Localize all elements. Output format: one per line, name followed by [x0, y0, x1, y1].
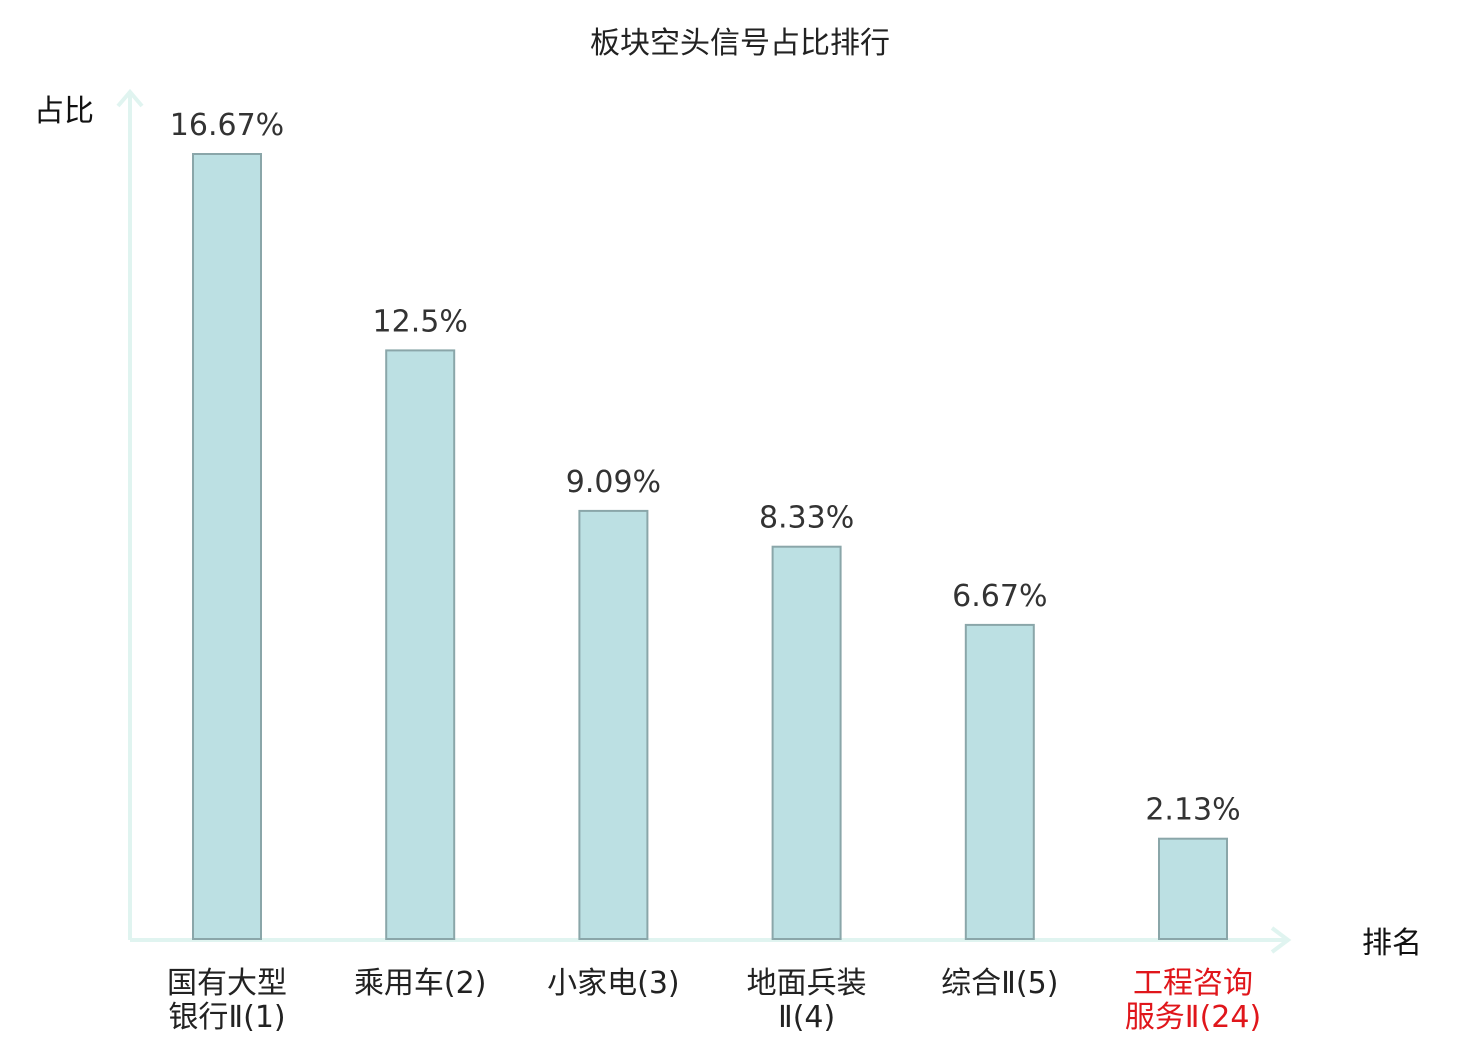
value-label-1: 16.67%	[170, 108, 284, 143]
chart-title: 板块空头信号占比排行	[590, 26, 890, 61]
bar-3	[578, 509, 649, 940]
category-label-1-line-2: 银行Ⅱ(1)	[168, 1000, 285, 1035]
bars-group	[192, 153, 1228, 941]
bar-2	[385, 349, 456, 940]
value-labels-group: 16.67% 12.5% 9.09% 8.33% 6.67% 2.13%	[170, 108, 1241, 828]
category-label-6-line-2: 服务Ⅱ(24)	[1125, 1000, 1261, 1035]
bar-1	[192, 153, 262, 940]
x-axis-label: 排名	[1362, 926, 1422, 961]
category-label-3-line-1: 小家电(3)	[547, 966, 680, 1001]
category-label-5-line-1: 综合Ⅱ(5)	[941, 966, 1058, 1001]
y-axis-label: 占比	[34, 94, 94, 129]
value-label-6: 2.13%	[1145, 793, 1240, 828]
x-axis-arrow	[1270, 926, 1292, 954]
category-label-2-line-1: 乘用车(2)	[354, 966, 487, 1001]
y-axis-arrow	[116, 88, 144, 108]
bar-4	[771, 545, 842, 940]
category-label-4-line-1: 地面兵装	[747, 966, 867, 1001]
bar-5	[964, 623, 1035, 941]
category-label-4-line-2: Ⅱ(4)	[778, 1000, 835, 1035]
value-label-3: 9.09%	[566, 465, 661, 500]
value-label-2: 12.5%	[373, 304, 468, 339]
value-label-4: 8.33%	[759, 501, 854, 536]
bar-6	[1158, 837, 1228, 941]
category-label-1-line-1: 国有大型	[167, 966, 287, 1001]
category-label-6-line-1: 工程咨询	[1133, 966, 1253, 1001]
value-label-5: 6.67%	[952, 579, 1047, 614]
axes	[116, 88, 1292, 954]
